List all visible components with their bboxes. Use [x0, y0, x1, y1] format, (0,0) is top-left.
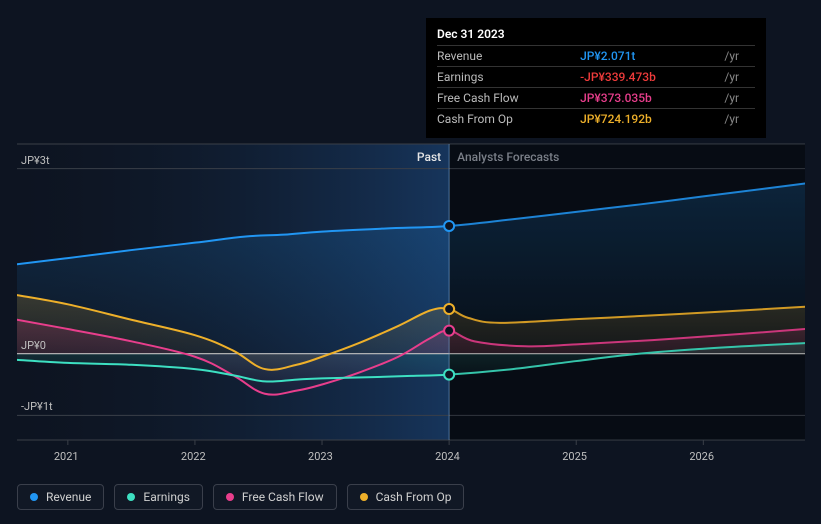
tooltip-row-value: -JP¥339.473b [580, 67, 720, 88]
legend-item-revenue[interactable]: Revenue [17, 484, 104, 510]
legend-item-earnings[interactable]: Earnings [114, 484, 203, 510]
marker-earnings [444, 370, 454, 380]
tooltip-row-unit: /yr [720, 88, 755, 109]
marker-free_cash_flow [444, 326, 454, 336]
legend-item-free_cash_flow[interactable]: Free Cash Flow [213, 484, 337, 510]
x-tick-label: 2026 [689, 450, 714, 463]
tooltip-row-label: Revenue [437, 46, 580, 67]
legend: Revenue Earnings Free Cash Flow Cash From O… [17, 484, 464, 510]
tooltip-row-earnings: Earnings-JP¥339.473b/yr [437, 67, 755, 88]
section-label-past: Past [417, 150, 441, 164]
legend-label: Cash From Op [376, 490, 452, 504]
tooltip-row-value: JP¥724.192b [580, 109, 720, 130]
legend-swatch [360, 493, 368, 501]
y-tick-label: JP¥0 [21, 339, 46, 352]
tooltip-row-unit: /yr [720, 67, 755, 88]
tooltip-row-label: Free Cash Flow [437, 88, 580, 109]
legend-swatch [127, 493, 135, 501]
legend-swatch [30, 493, 38, 501]
legend-item-cash_from_op[interactable]: Cash From Op [347, 484, 465, 510]
x-tick-label: 2023 [308, 450, 333, 463]
tooltip-row-revenue: RevenueJP¥2.071t/yr [437, 46, 755, 67]
y-tick-label: -JP¥1t [21, 400, 53, 413]
section-label-forecast: Analysts Forecasts [457, 150, 559, 164]
x-tick-label: 2024 [435, 450, 460, 463]
tooltip-row-unit: /yr [720, 109, 755, 130]
marker-cash_from_op [444, 304, 454, 314]
tooltip-date: Dec 31 2023 [437, 25, 755, 45]
tooltip-row-value: JP¥373.035b [580, 88, 720, 109]
tooltip-row-cash_from_op: Cash From OpJP¥724.192b/yr [437, 109, 755, 130]
x-tick-label: 2022 [181, 450, 206, 463]
tooltip-row-unit: /yr [720, 46, 755, 67]
y-tick-label: JP¥3t [21, 154, 50, 167]
tooltip-row-free_cash_flow: Free Cash FlowJP¥373.035b/yr [437, 88, 755, 109]
legend-label: Earnings [143, 490, 190, 504]
tooltip-row-label: Cash From Op [437, 109, 580, 130]
marker-revenue [444, 221, 454, 231]
x-tick-label: 2025 [562, 450, 587, 463]
tooltip: Dec 31 2023RevenueJP¥2.071t/yrEarnings-J… [426, 18, 766, 138]
tooltip-row-label: Earnings [437, 67, 580, 88]
chart-root: -JP¥1t JP¥0 JP¥3t 2021 2022 2023 2024 2025 2026 P… [0, 0, 821, 524]
legend-label: Revenue [46, 490, 91, 504]
legend-label: Free Cash Flow [242, 490, 324, 504]
x-tick-label: 2021 [54, 450, 79, 463]
legend-swatch [226, 493, 234, 501]
tooltip-row-value: JP¥2.071t [580, 46, 720, 67]
